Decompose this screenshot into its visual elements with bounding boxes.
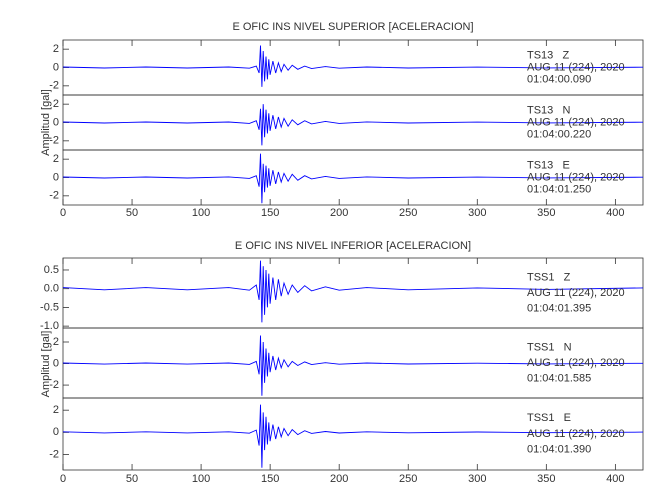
- y-tick-label: -2: [49, 190, 59, 202]
- time-label: 01:04:01.250: [527, 184, 591, 196]
- x-tick-label: 0: [60, 473, 66, 485]
- station-label: TSS1 N: [527, 342, 572, 354]
- station-label: TS13 E: [527, 159, 570, 171]
- y-tick-label: -2: [49, 80, 59, 92]
- waveform: [63, 404, 643, 468]
- x-tick-label: 100: [192, 207, 210, 219]
- x-tick-label: 200: [330, 473, 348, 485]
- x-tick-label: 200: [330, 207, 348, 219]
- time-label: 01:04:00.090: [527, 74, 591, 86]
- waveform: [63, 335, 643, 396]
- x-tick-label: 400: [606, 473, 624, 485]
- y-tick-label: -2: [49, 448, 59, 460]
- x-tick-label: 350: [537, 473, 555, 485]
- y-tick-label: 2: [53, 404, 59, 416]
- panel-frame: [62, 397, 644, 471]
- date-label: AUG 11 (224), 2020: [527, 357, 625, 369]
- y-tick-label: -1.0: [40, 320, 59, 332]
- waveform: [63, 45, 643, 87]
- y-tick-label: -2: [49, 135, 59, 147]
- y-tick-label: 0: [53, 357, 59, 369]
- date-label: AUG 11 (224), 2020: [527, 287, 625, 299]
- station-label: TS13 Z: [527, 49, 569, 61]
- date-label: AUG 11 (224), 2020: [527, 171, 625, 183]
- y-tick-label: 0.5: [44, 264, 59, 276]
- waveform: [63, 153, 643, 204]
- time-label: 01:04:01.390: [527, 444, 591, 456]
- time-label: 01:04:01.395: [527, 302, 591, 314]
- x-tick-label: 350: [537, 207, 555, 219]
- date-label: AUG 11 (224), 2020: [527, 61, 625, 73]
- y-tick-label: 0.0: [44, 283, 59, 295]
- x-tick-label: 50: [126, 473, 138, 485]
- x-tick-label: 100: [192, 473, 210, 485]
- chart-title: E OFIC INS NIVEL INFERIOR [ACELERACION]: [235, 240, 471, 252]
- y-axis-label: Amplitud [gal]: [40, 89, 52, 156]
- y-tick-label: -0.5: [40, 301, 59, 313]
- date-label: AUG 11 (224), 2020: [527, 116, 625, 128]
- y-tick-label: 0: [53, 171, 59, 183]
- y-tick-label: 0: [53, 426, 59, 438]
- x-tick-label: 150: [261, 207, 279, 219]
- time-label: 01:04:01.585: [527, 372, 591, 384]
- y-tick-label: 2: [53, 43, 59, 55]
- chart-title: E OFIC INS NIVEL SUPERIOR [ACELERACION]: [232, 21, 473, 33]
- y-tick-label: -2: [49, 379, 59, 391]
- x-tick-label: 150: [261, 473, 279, 485]
- x-tick-label: 400: [606, 207, 624, 219]
- station-label: TSS1 Z: [527, 272, 571, 284]
- y-tick-label: 2: [53, 153, 59, 165]
- y-tick-label: 2: [53, 98, 59, 110]
- y-tick-label: 2: [53, 336, 59, 348]
- y-tick-label: 0: [53, 116, 59, 128]
- x-tick-label: 250: [399, 207, 417, 219]
- y-axis-label: Amplitud [gal]: [40, 331, 52, 398]
- time-label: 01:04:00.220: [527, 129, 591, 141]
- station-label: TS13 N: [527, 104, 570, 116]
- x-tick-label: 0: [60, 207, 66, 219]
- y-tick-label: 0: [53, 61, 59, 73]
- station-label: TSS1 E: [527, 412, 571, 424]
- x-tick-label: 300: [468, 473, 486, 485]
- waveform: [63, 260, 643, 323]
- date-label: AUG 11 (224), 2020: [527, 428, 625, 440]
- x-tick-label: 300: [468, 207, 486, 219]
- x-tick-label: 250: [399, 473, 417, 485]
- waveform: [63, 104, 643, 146]
- x-tick-label: 50: [126, 207, 138, 219]
